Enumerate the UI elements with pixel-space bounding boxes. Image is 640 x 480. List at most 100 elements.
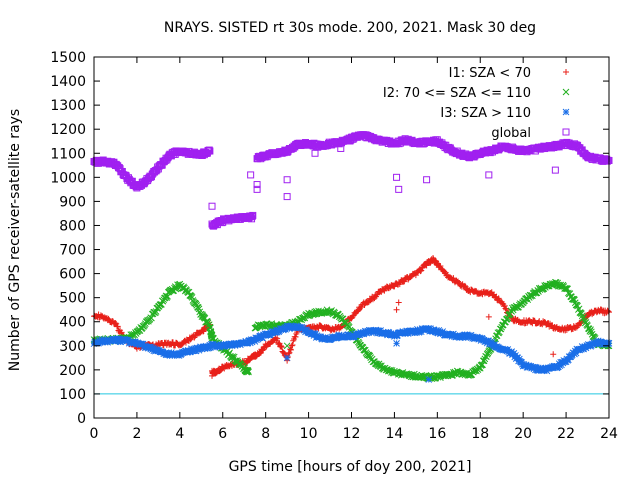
y-tick-label: 1200 [50,122,86,138]
data-point [257,332,265,339]
data-point [141,342,148,350]
data-point [586,327,594,335]
chart-title: NRAYS. SISTED rt 30s mode. 200, 2021. Ma… [164,20,536,36]
data-point [461,282,468,289]
legend-marker [563,69,569,75]
x-tick-label: 2 [132,426,141,442]
data-point [162,292,170,300]
x-tick-label: 24 [600,426,618,442]
data-point [274,335,281,342]
legend-label: global [491,126,531,141]
outlier-point [423,176,431,184]
data-point [174,350,182,358]
data-point [246,337,253,344]
data-layer [90,131,613,383]
outlier-point [393,306,400,313]
data-point [207,344,214,351]
outlier-point [283,354,291,362]
y-tick-label: 1400 [50,74,86,90]
data-point [206,147,214,155]
data-point [587,326,594,334]
x-tick-label: 6 [218,426,227,442]
data-point [343,333,351,341]
data-point [582,319,590,326]
legend-label: I3: SZA > 110 [440,106,531,121]
data-point [289,342,296,349]
y-tick-label: 1300 [50,98,86,114]
outlier-point [208,202,216,210]
outlier-point [395,299,402,306]
data-point [288,342,295,349]
data-point [287,346,294,353]
data-point [292,333,299,340]
data-point [197,343,204,351]
data-point [605,308,612,315]
data-point [187,345,195,353]
data-point [515,355,523,363]
legend-marker [562,128,570,136]
outlier-point [283,193,291,201]
outlier-point [283,176,291,184]
y-tick-label: 600 [59,267,86,283]
data-point [105,315,112,322]
x-tick-label: 22 [557,426,575,442]
outlier-point [208,331,216,339]
data-point [169,339,176,346]
x-tick-label: 16 [428,426,446,442]
outlier-point [253,185,261,193]
data-point [266,331,274,339]
data-point [301,326,309,334]
x-axis-label: GPS time [hours of doy 200, 2021] [229,459,472,475]
series-1 [91,255,612,379]
x-tick-label: 18 [471,426,489,442]
outlier-point [485,171,493,179]
data-point [328,335,335,342]
data-point [277,342,284,349]
y-tick-label: 1100 [50,146,86,162]
x-tick-label: 20 [514,426,532,442]
data-point [467,331,475,339]
y-tick-label: 700 [59,243,86,259]
outlier-point [550,351,557,358]
data-point [398,329,406,337]
y-tick-label: 400 [59,315,86,331]
data-point [192,333,199,340]
y-tick-label: 300 [59,339,86,355]
data-point [248,212,256,220]
data-point [420,372,427,380]
outlier-point [425,376,433,383]
series-3 [90,322,613,383]
legend: I1: SZA < 70 I2: 70 <= SZA <= 110 I3: SZA … [383,66,570,141]
outlier-point [247,171,255,179]
data-point [522,361,530,369]
y-tick-label: 1000 [50,170,86,186]
data-point [384,331,391,339]
data-point [312,334,320,341]
data-point [572,349,580,357]
data-point [588,328,595,336]
y-axis-label: Number of GPS receiver-satellite rays [7,109,23,371]
outlier-point [311,149,319,157]
y-tick-label: 900 [59,194,86,210]
data-point [110,337,118,344]
y-tick-label: 200 [59,363,86,379]
y-tick-label: 0 [77,411,86,427]
data-point [95,339,102,347]
data-point [603,155,611,163]
data-point [256,350,263,357]
outlier-point [485,313,492,320]
x-tick-label: 8 [261,426,270,442]
data-point [603,157,611,165]
data-point [502,305,509,312]
x-tick-label: 0 [90,426,99,442]
series-4 [90,131,613,230]
x-tick-label: 10 [300,426,318,442]
data-point [501,302,508,309]
data-point [437,263,444,270]
data-point [249,211,257,219]
data-point [114,323,121,330]
legend-marker [562,88,570,96]
y-tick-label: 1500 [50,50,86,66]
data-point [578,310,585,317]
data-point [278,344,285,351]
